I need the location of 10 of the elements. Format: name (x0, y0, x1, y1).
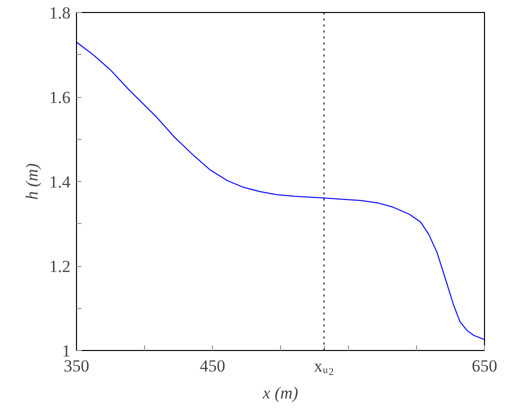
x-tick-label: xᵤ₂ (314, 356, 334, 376)
y-tick-label: 1.4 (49, 172, 71, 192)
y-tick-label: 1.2 (49, 257, 70, 276)
y-axis-title: h (m) (22, 162, 42, 200)
line-series (76, 42, 484, 340)
x-tick-label: 450 (200, 356, 226, 376)
x-tick-label: 650 (472, 356, 498, 376)
y-tick-label: 1.6 (49, 88, 70, 107)
y-tick-label: 1.8 (49, 4, 70, 22)
x-axis-title: x (m) (262, 384, 299, 402)
